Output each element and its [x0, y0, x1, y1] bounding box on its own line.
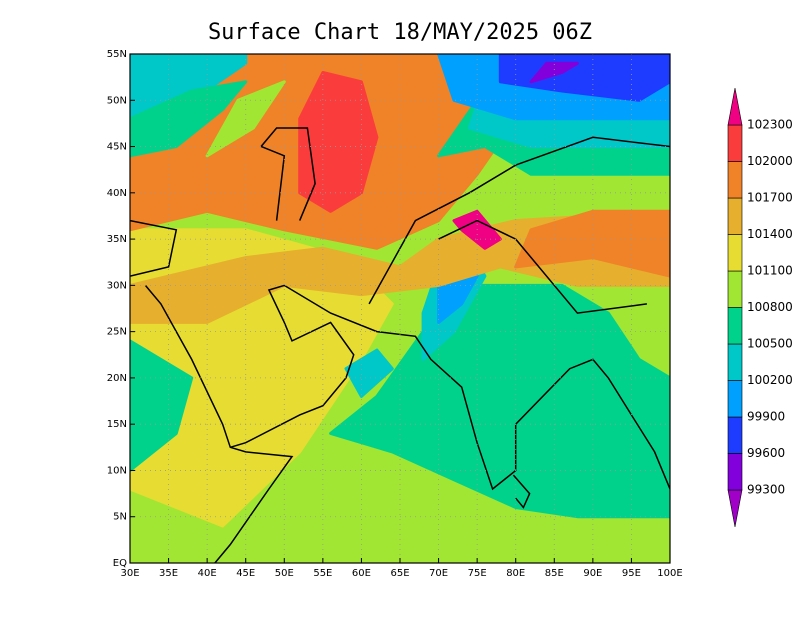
x-tick-label: 95E	[622, 568, 641, 579]
x-tick-label: 85E	[545, 568, 564, 579]
x-tick-label: 65E	[390, 568, 409, 579]
pressure-region	[130, 339, 194, 472]
pressure-region	[529, 61, 579, 84]
colorbar-label: 100800	[747, 300, 793, 314]
colorbar-swatch	[727, 161, 743, 199]
coastline	[368, 136, 670, 305]
colorbar-swatch	[727, 197, 743, 235]
y-tick-label: EQ	[113, 558, 127, 569]
coastline	[130, 219, 178, 277]
pressure-region	[130, 80, 248, 158]
colorbar-label: 101400	[747, 227, 793, 241]
x-tick-label: 35E	[159, 568, 178, 579]
colorbar: 99300 99600 99900 100200 100500 100800 101100 1…	[727, 87, 793, 528]
colorbar-label: 101100	[747, 264, 793, 278]
colorbar-swatch	[727, 380, 743, 418]
x-tick-label: 70E	[429, 568, 448, 579]
y-tick-label: 50N	[107, 95, 127, 106]
y-tick-label: 15N	[107, 419, 127, 430]
x-tick-label: 100E	[657, 568, 682, 579]
coastline	[144, 284, 294, 563]
y-tick-label: 55N	[107, 49, 127, 60]
y-tick-label: 35N	[107, 234, 127, 245]
y-tick-label: 30N	[107, 280, 127, 291]
colorbar-swatch	[727, 453, 743, 491]
pressure-region	[298, 71, 379, 213]
colorbar-swatch	[727, 270, 743, 308]
colorbar-label: 101700	[747, 191, 793, 205]
pressure-region	[344, 348, 394, 398]
x-tick-label: 90E	[583, 568, 602, 579]
pressure-field	[130, 54, 670, 563]
y-tick-label: 45N	[107, 142, 127, 153]
coastline	[512, 474, 531, 509]
x-tick-label: 40E	[198, 568, 217, 579]
colorbar-swatch	[727, 489, 743, 528]
x-tick-label: 50E	[275, 568, 294, 579]
colorbar-label: 102000	[747, 154, 793, 168]
colorbar-swatch	[727, 307, 743, 345]
y-tick-label: 40N	[107, 188, 127, 199]
colorbar-swatch	[727, 416, 743, 454]
y-tick-label: 25N	[107, 327, 127, 338]
y-tick-label: 20N	[107, 373, 127, 384]
x-tick-label: 55E	[313, 568, 332, 579]
coastline	[230, 284, 670, 491]
colorbar-swatch	[727, 343, 743, 381]
colorbar-swatch	[727, 234, 743, 272]
colorbar-label: 100200	[747, 373, 793, 387]
y-tick-label: 5N	[113, 512, 127, 523]
y-tick-label: 10N	[107, 465, 127, 476]
x-tick-label: 75E	[468, 568, 487, 579]
chart-title: Surface Chart 18/MAY/2025 06Z	[208, 20, 592, 45]
x-tick-label: 30E	[120, 568, 139, 579]
colorbar-label: 99300	[747, 483, 785, 497]
axes: 30E 35E 40E 45E 50E 55E 60E 65E 70E 75E 80E 85E 90E 9…	[107, 49, 683, 579]
x-tick-label: 45E	[236, 568, 255, 579]
colorbar-label: 102300	[747, 118, 793, 132]
pressure-region	[498, 54, 670, 102]
x-tick-label: 60E	[352, 568, 371, 579]
coastline	[259, 127, 316, 221]
colorbar-label: 99600	[747, 446, 785, 460]
colorbar-swatch	[727, 87, 743, 126]
colorbar-label: 100500	[747, 337, 793, 351]
colorbar-swatch	[727, 124, 743, 162]
x-tick-label: 80E	[506, 568, 525, 579]
colorbar-label: 99900	[747, 410, 785, 424]
